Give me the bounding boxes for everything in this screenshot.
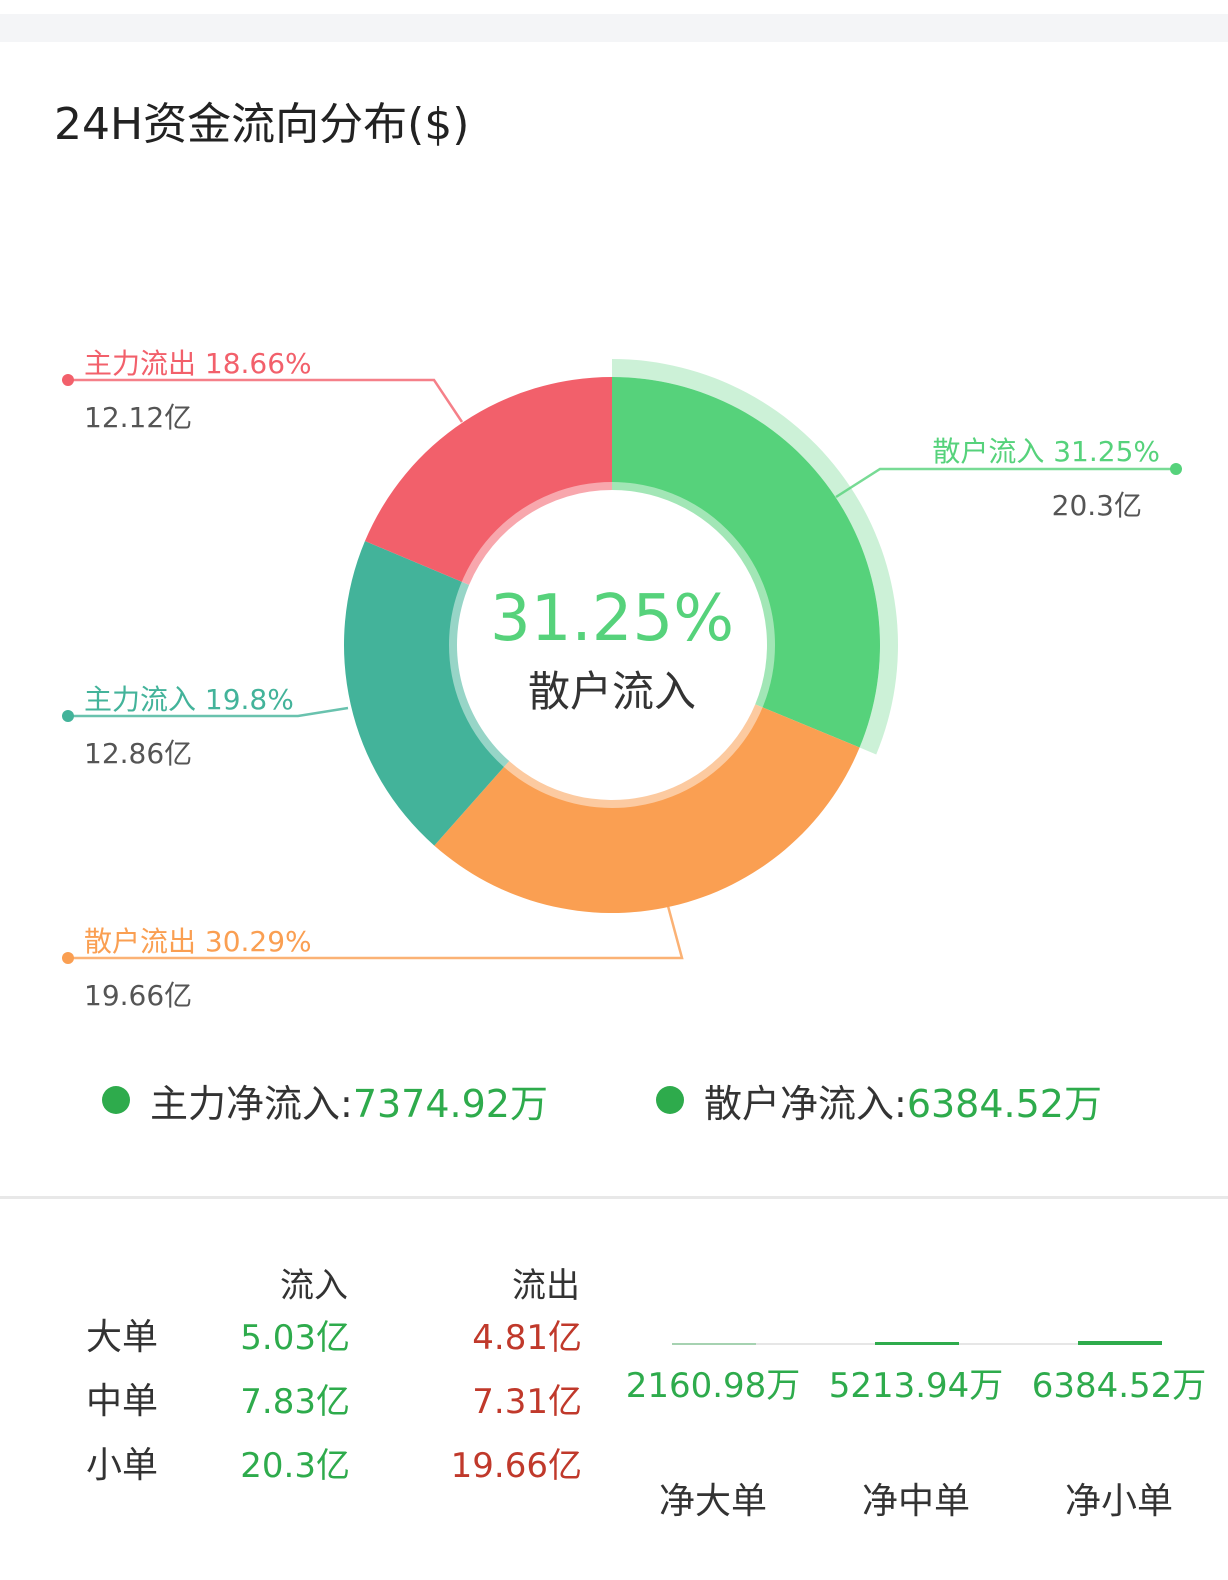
- table-row-label: 大单: [86, 1317, 159, 1358]
- net-bar: [875, 1342, 959, 1345]
- label-retail-out-value: 19.66亿: [84, 979, 193, 1012]
- table-cell-out: 19.66亿: [450, 1446, 582, 1486]
- table-header-in: 流入: [280, 1266, 348, 1306]
- net-bar: [1078, 1341, 1162, 1345]
- leader-dot: [1170, 463, 1182, 475]
- table-cell-in: 7.83亿: [240, 1382, 350, 1422]
- top-strip: [0, 0, 1228, 42]
- inner-ring: [449, 482, 775, 808]
- leader-line: [68, 706, 349, 718]
- section-divider: [0, 1196, 1228, 1199]
- top-strip-band: [0, 14, 1228, 42]
- legend-retail-net: 散户净流入: 6384.52万: [656, 1075, 1102, 1126]
- table-cell-in: 5.03亿: [240, 1318, 350, 1358]
- leader-line: [68, 905, 684, 960]
- label-retail-out-name: 散户流出 30.29%: [84, 925, 312, 958]
- table-cell-out: 4.81亿: [472, 1318, 582, 1358]
- page-title: 24H资金流向分布($): [54, 99, 470, 150]
- label-main-out-name: 主力流出 18.66%: [84, 347, 312, 380]
- label-retail-in-name: 散户流入 31.25%: [932, 435, 1160, 468]
- donut-slice: [612, 377, 880, 748]
- leader-dot: [62, 952, 74, 964]
- net-small-label: 净小单: [1064, 1481, 1173, 1522]
- net-large-label: 净大单: [658, 1481, 767, 1522]
- net-bar: [672, 1343, 756, 1345]
- table-cell-out: 7.31亿: [472, 1382, 582, 1422]
- legend-retail-net-value: 6384.52万: [906, 1081, 1102, 1126]
- label-main-in-name: 主力流入 19.8%: [84, 683, 294, 716]
- legend-dot: [656, 1086, 684, 1114]
- donut-slice: [344, 541, 510, 846]
- net-large-value: 2160.98万: [625, 1366, 801, 1406]
- label-main-in-value: 12.86亿: [84, 737, 193, 770]
- leader-line: [835, 467, 1176, 499]
- table-row-label: 中单: [86, 1381, 159, 1422]
- net-small-value: 6384.52万: [1031, 1366, 1207, 1406]
- leader-dot: [62, 710, 74, 722]
- leader-line: [68, 378, 464, 423]
- donut-slice-highlight: [612, 359, 898, 755]
- legend-main-net: 主力净流入: 7374.92万: [102, 1075, 548, 1126]
- donut-slice: [434, 704, 860, 913]
- legend-retail-net-label: 散户净流入:: [704, 1081, 907, 1126]
- table-header-out: 流出: [512, 1266, 580, 1306]
- legend-main-net-value: 7374.92万: [352, 1081, 548, 1126]
- center-label: 散户流入: [527, 667, 696, 716]
- table-cell-in: 20.3亿: [240, 1446, 350, 1486]
- table-row-label: 小单: [86, 1445, 159, 1486]
- label-main-out-value: 12.12亿: [84, 401, 193, 434]
- label-retail-in-value: 20.3亿: [1051, 489, 1142, 522]
- legend-main-net-label: 主力净流入:: [150, 1081, 353, 1126]
- net-medium-value: 5213.94万: [828, 1366, 1004, 1406]
- net-medium-label: 净中单: [861, 1481, 970, 1522]
- leader-dot: [62, 374, 74, 386]
- center-percent: 31.25%: [489, 582, 735, 656]
- donut-slice: [364, 377, 612, 585]
- legend-dot: [102, 1086, 130, 1114]
- donut-chart: [62, 359, 1182, 964]
